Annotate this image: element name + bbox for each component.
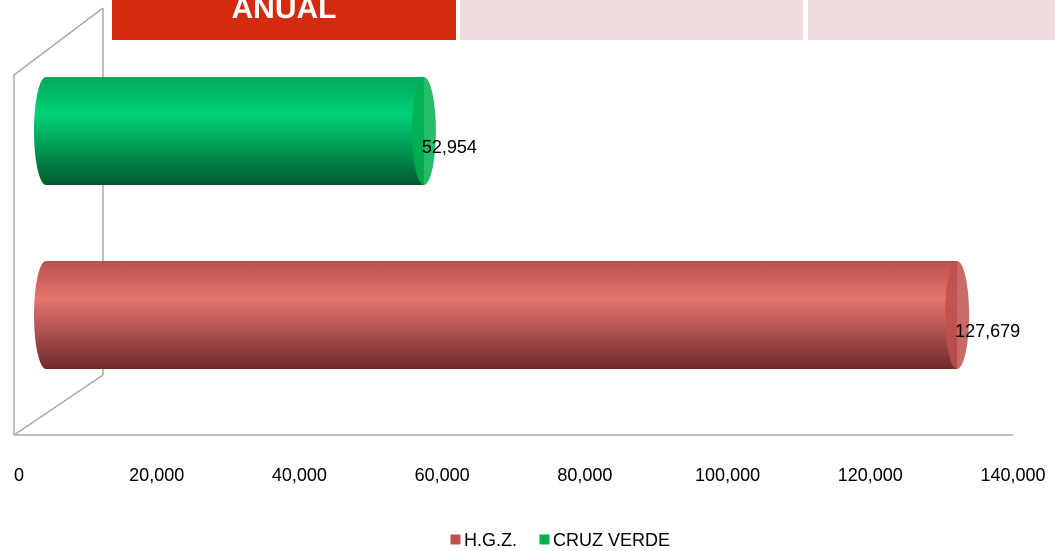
bar: [46, 77, 424, 185]
x-tick-label: 60,000: [415, 465, 470, 485]
legend-label: CRUZ VERDE: [553, 530, 670, 550]
bar-cap: [411, 77, 436, 185]
x-tick-label: 80,000: [557, 465, 612, 485]
legend-label: H.G.Z.: [464, 530, 517, 550]
plot-wall: [13, 7, 1013, 436]
x-tick-label: 140,000: [980, 465, 1045, 485]
x-tick-label: 20,000: [129, 465, 184, 485]
legend-swatch: [538, 533, 551, 546]
x-tick-label: 40,000: [272, 465, 327, 485]
legend-swatch: [449, 533, 462, 546]
data-label: 127,679: [955, 321, 1020, 341]
header-label: ANUAL: [232, 0, 337, 25]
header-tab: [460, 0, 803, 40]
data-label: 52,954: [422, 137, 477, 157]
bar-cap: [945, 261, 970, 369]
header-tab: [112, 0, 456, 40]
header-tab: [808, 0, 1055, 40]
bar: [46, 261, 958, 369]
x-tick-label: 0: [14, 465, 24, 485]
x-tick-label: 100,000: [695, 465, 760, 485]
x-tick-label: 120,000: [838, 465, 903, 485]
